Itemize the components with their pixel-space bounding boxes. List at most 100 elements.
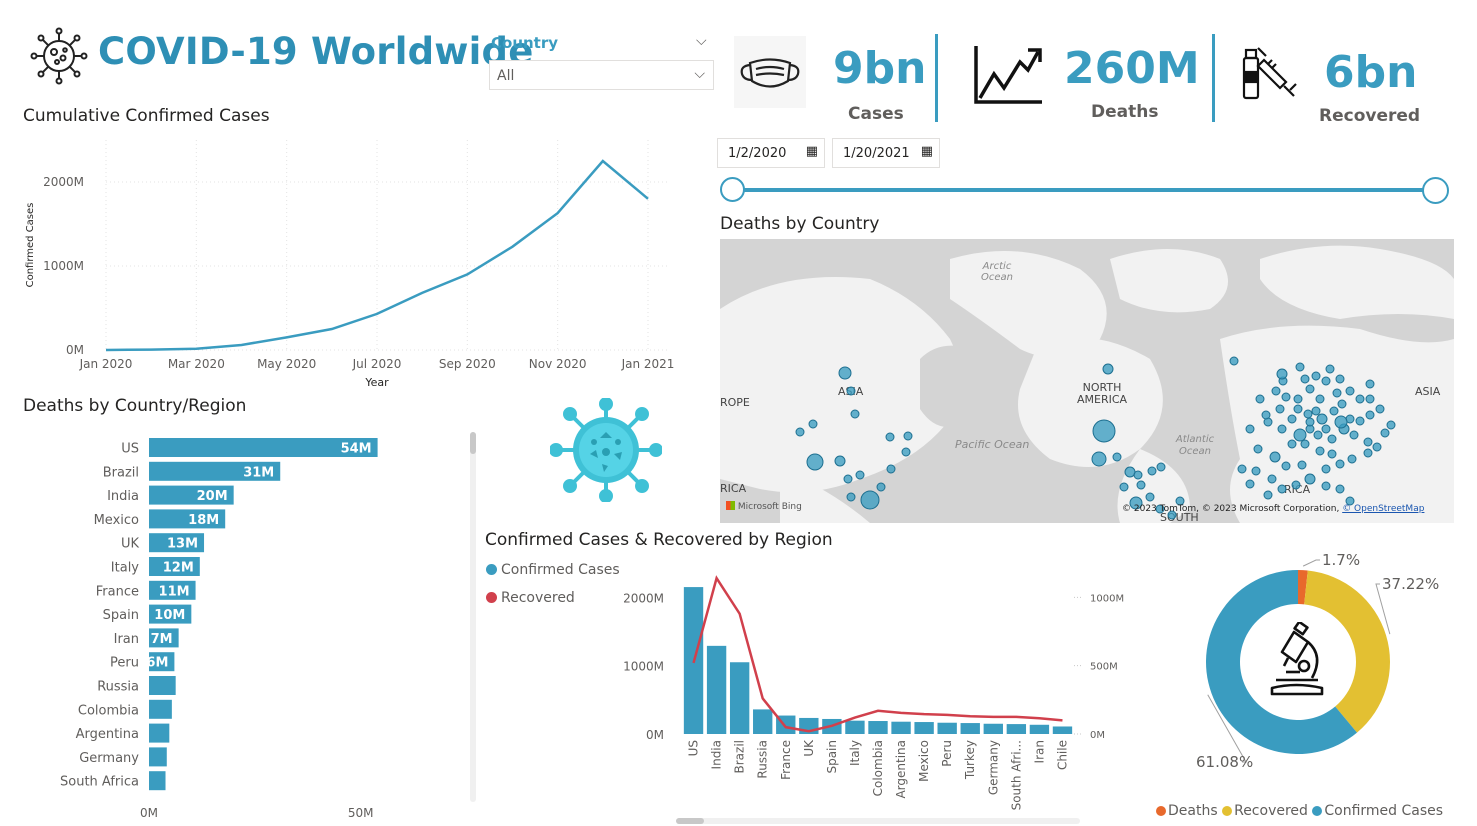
map-bubble[interactable]: [1271, 386, 1281, 396]
map-bubble[interactable]: [901, 447, 911, 457]
bar-germany[interactable]: [149, 747, 167, 767]
vertical-scrollbar[interactable]: [470, 432, 476, 802]
map-bubble[interactable]: [1293, 428, 1307, 442]
map-bubble[interactable]: [1251, 466, 1261, 476]
map-bubble[interactable]: [1293, 404, 1303, 414]
map-bubble[interactable]: [795, 427, 805, 437]
map-bubble[interactable]: [1345, 386, 1355, 396]
bar-confirmed-russia[interactable]: [753, 709, 773, 734]
bar-brazil[interactable]: [149, 461, 281, 481]
scrollbar-thumb[interactable]: [676, 818, 704, 824]
bar-confirmed-india[interactable]: [706, 645, 727, 734]
map-bubble[interactable]: [1112, 452, 1122, 462]
map-bubble[interactable]: [1372, 442, 1382, 452]
calendar-icon[interactable]: ▦: [805, 144, 818, 159]
bar-mexico[interactable]: [149, 509, 226, 529]
map-bubble[interactable]: [1245, 424, 1255, 434]
map-bubble[interactable]: [1281, 392, 1291, 402]
map-bubble[interactable]: [1155, 504, 1165, 514]
map-bubble[interactable]: [1363, 437, 1373, 447]
cumulative-line-chart[interactable]: Jan 2020 Mar 2020 May 2020 Jul 2020 Sep 2020…: [18, 130, 698, 392]
bar-confirmed-argentina[interactable]: [891, 721, 911, 734]
line-point[interactable]: [240, 343, 244, 347]
map-bubble[interactable]: [885, 432, 895, 442]
map-bubble[interactable]: [1386, 420, 1396, 430]
bar-colombia[interactable]: [149, 699, 172, 719]
region-combo-chart[interactable]: 0M 1000M 2000M 0M 500M 1000M US India Brazil Russ…: [600, 560, 1140, 822]
map-bubble[interactable]: [1305, 417, 1315, 427]
bar-confirmed-turkey[interactable]: [960, 723, 980, 734]
map-bubble[interactable]: [1297, 460, 1307, 470]
map-bubble[interactable]: [1355, 394, 1365, 404]
map-bubble[interactable]: [1269, 451, 1281, 463]
map-bubble[interactable]: [1300, 439, 1310, 449]
map-bubble[interactable]: [903, 431, 913, 441]
bar-south-africa[interactable]: [149, 771, 166, 791]
map-bubble[interactable]: [1303, 409, 1313, 419]
map-bubble[interactable]: [1349, 430, 1359, 440]
map-bubble[interactable]: [846, 492, 856, 502]
map-bubble[interactable]: [1136, 480, 1146, 490]
line-point[interactable]: [285, 335, 289, 339]
map-bubble[interactable]: [1380, 428, 1390, 438]
map-bubble[interactable]: [1329, 406, 1339, 416]
map-bubble[interactable]: [806, 453, 824, 471]
map-bubble[interactable]: [1325, 364, 1335, 374]
legend-recovered[interactable]: Recovered: [486, 590, 575, 606]
confirmed-cases-line[interactable]: [105, 159, 649, 352]
line-point[interactable]: [420, 291, 424, 295]
map-bubble[interactable]: [1365, 410, 1375, 420]
map-bubble[interactable]: [1321, 424, 1331, 434]
map-bubble[interactable]: [1293, 394, 1303, 404]
calendar-icon[interactable]: ▦: [920, 144, 933, 159]
bar-uk[interactable]: [149, 533, 205, 553]
legend-recovered[interactable]: Recovered: [1222, 803, 1308, 819]
map-bubble[interactable]: [1175, 496, 1185, 506]
map-bubble[interactable]: [1102, 363, 1114, 375]
map-bubble[interactable]: [1327, 449, 1337, 459]
bar-confirmed-germany[interactable]: [983, 723, 1003, 734]
line-point[interactable]: [556, 211, 560, 215]
map-bubble[interactable]: [1375, 404, 1385, 414]
openstreetmap-link[interactable]: © OpenStreetMap: [1342, 504, 1425, 514]
bar-confirmed-chile[interactable]: [1052, 726, 1073, 734]
bar-us[interactable]: [149, 438, 378, 457]
start-date-input[interactable]: 1/2/2020 ▦: [717, 138, 825, 168]
scrollbar-thumb[interactable]: [470, 432, 476, 454]
bar-confirmed-iran[interactable]: [1029, 724, 1050, 734]
date-range-track[interactable]: [734, 188, 1436, 192]
map-bubble[interactable]: [1092, 419, 1116, 443]
map-bubble[interactable]: [1327, 434, 1337, 444]
map-bubble[interactable]: [1311, 406, 1321, 416]
map-bubble[interactable]: [1335, 484, 1345, 494]
map-bubble[interactable]: [1321, 464, 1331, 474]
map-bubble[interactable]: [1133, 470, 1143, 480]
line-point[interactable]: [149, 348, 153, 352]
map-bubble[interactable]: [1345, 496, 1355, 506]
map-bubble[interactable]: [1313, 430, 1323, 440]
map-bubble[interactable]: [1277, 424, 1287, 434]
donut-slice-recovered[interactable]: [1304, 570, 1390, 733]
map-bubble[interactable]: [1321, 481, 1331, 491]
bar-spain[interactable]: [149, 604, 192, 624]
map-bubble[interactable]: [886, 464, 896, 474]
donut-chart[interactable]: 1.7% 37.22% 61.08%: [1160, 545, 1460, 781]
map-bubble[interactable]: [1287, 414, 1297, 424]
map-bubble[interactable]: [843, 474, 853, 484]
bar-confirmed-peru[interactable]: [937, 722, 957, 734]
map-bubble[interactable]: [1091, 451, 1107, 467]
map-bubble[interactable]: [1305, 384, 1315, 394]
map-bubble[interactable]: [1295, 362, 1305, 372]
bar-italy[interactable]: [149, 557, 200, 576]
map-bubble[interactable]: [1365, 394, 1375, 404]
line-point[interactable]: [330, 327, 334, 331]
map-bubble[interactable]: [1291, 480, 1301, 490]
donut-slice-confirmed-cases[interactable]: [1206, 570, 1357, 754]
map-bubble[interactable]: [1355, 416, 1365, 426]
map-bubble[interactable]: [1281, 461, 1291, 471]
line-point[interactable]: [601, 159, 605, 163]
map-bubble[interactable]: [1275, 404, 1285, 414]
legend-deaths[interactable]: Deaths: [1156, 803, 1218, 819]
bar-russia[interactable]: [149, 676, 176, 695]
map-bubble[interactable]: [1263, 490, 1273, 500]
